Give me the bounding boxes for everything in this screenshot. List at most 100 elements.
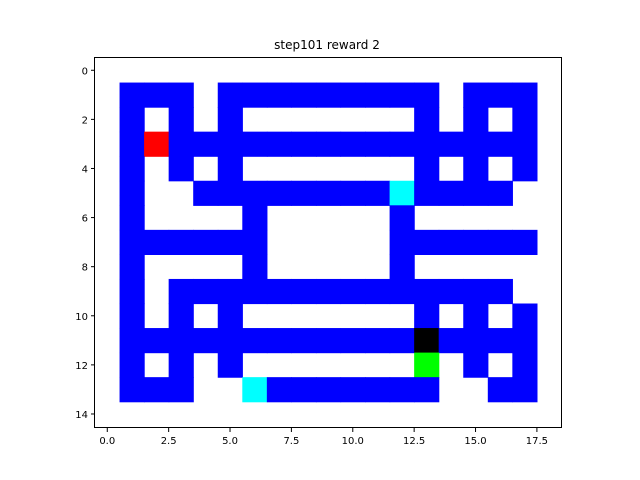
wall-cell bbox=[217, 131, 243, 157]
wall-cell bbox=[389, 328, 415, 354]
wall-cell bbox=[119, 205, 145, 231]
wall-cell bbox=[463, 82, 489, 108]
wall-cell bbox=[266, 131, 292, 157]
wall-cell bbox=[463, 131, 489, 157]
wall-cell bbox=[340, 377, 366, 403]
wall-cell bbox=[463, 180, 489, 206]
x-tick-label: 0.0 bbox=[99, 436, 115, 447]
wall-cell bbox=[414, 180, 440, 206]
wall-cell bbox=[168, 156, 194, 182]
wall-cell bbox=[193, 131, 219, 157]
wall-cell bbox=[512, 303, 538, 329]
wall-cell bbox=[315, 377, 342, 403]
wall-cell bbox=[291, 377, 317, 403]
wall-cell bbox=[512, 107, 538, 133]
wall-cell bbox=[168, 377, 194, 403]
wall-cell bbox=[168, 278, 194, 305]
wall-cell bbox=[242, 229, 268, 255]
y-axis: 0 2 4 6 8 10 12 14 bbox=[75, 66, 95, 421]
y-tick-label: 2 bbox=[82, 115, 88, 126]
wall-cell bbox=[144, 377, 170, 403]
wall-cell bbox=[217, 328, 243, 354]
wall-cell bbox=[512, 328, 538, 354]
wall-cell bbox=[217, 229, 243, 255]
wall-cell bbox=[389, 205, 415, 231]
wall-cell bbox=[463, 229, 489, 255]
wall-cell bbox=[414, 131, 440, 157]
x-tick-label: 2.5 bbox=[161, 436, 177, 447]
wall-cell bbox=[414, 107, 440, 133]
wall-cell bbox=[487, 131, 513, 157]
y-tick-label: 4 bbox=[82, 164, 88, 175]
wall-cell bbox=[144, 328, 170, 354]
wall-cell bbox=[487, 278, 513, 305]
wall-cell bbox=[242, 254, 268, 280]
wall-cell bbox=[414, 278, 440, 305]
x-axis: 0.0 2.5 5.0 7.5 10.0 12.5 15.0 17.5 bbox=[99, 428, 548, 447]
wall-cell bbox=[414, 229, 440, 255]
wall-cell bbox=[119, 82, 145, 108]
y-tick-label: 10 bbox=[75, 312, 88, 323]
wall-cell bbox=[168, 107, 194, 133]
y-tick-label: 14 bbox=[75, 410, 88, 421]
wall-cell bbox=[487, 229, 513, 255]
wall-cell bbox=[144, 82, 170, 108]
wall-cell bbox=[389, 377, 415, 403]
wall-cell bbox=[193, 180, 219, 206]
x-tick-label: 7.5 bbox=[283, 436, 299, 447]
wall-cell bbox=[512, 229, 538, 255]
wall-cell bbox=[193, 328, 219, 354]
red-cell bbox=[144, 131, 170, 157]
wall-cell bbox=[193, 229, 219, 255]
wall-cell bbox=[512, 82, 538, 108]
wall-cell bbox=[438, 180, 464, 206]
cyan-cell bbox=[389, 180, 415, 206]
wall-cell bbox=[217, 107, 243, 133]
wall-cell bbox=[291, 82, 317, 108]
wall-cell bbox=[512, 352, 538, 378]
wall-cell bbox=[242, 180, 268, 206]
wall-cell bbox=[365, 180, 391, 206]
x-tick-label: 15.0 bbox=[464, 436, 486, 447]
wall-cell bbox=[119, 107, 145, 133]
wall-cell bbox=[438, 328, 464, 354]
wall-cell bbox=[119, 377, 145, 403]
wall-cell bbox=[463, 156, 489, 182]
wall-cell bbox=[340, 278, 366, 305]
wall-cell bbox=[119, 180, 145, 206]
wall-cell bbox=[242, 82, 268, 108]
wall-cell bbox=[266, 328, 292, 354]
wall-cell bbox=[217, 156, 243, 182]
wall-cell bbox=[389, 131, 415, 157]
wall-cell bbox=[463, 328, 489, 354]
wall-cell bbox=[217, 278, 243, 305]
wall-cell bbox=[217, 352, 243, 378]
wall-cell bbox=[266, 82, 292, 108]
wall-cell bbox=[119, 254, 145, 280]
wall-cell bbox=[438, 131, 464, 157]
x-tick-label: 12.5 bbox=[403, 436, 425, 447]
wall-cell bbox=[266, 278, 292, 305]
wall-cell bbox=[487, 377, 513, 403]
agent-cell bbox=[414, 328, 440, 354]
wall-cell bbox=[315, 131, 342, 157]
y-tick-label: 6 bbox=[82, 214, 88, 225]
wall-cell bbox=[315, 278, 342, 305]
wall-cell bbox=[389, 254, 415, 280]
wall-cell bbox=[119, 352, 145, 378]
wall-cell bbox=[266, 377, 292, 403]
wall-cell bbox=[242, 278, 268, 305]
wall-cell bbox=[242, 328, 268, 354]
wall-cell bbox=[365, 328, 391, 354]
wall-cell bbox=[291, 278, 317, 305]
wall-cell bbox=[217, 82, 243, 108]
wall-cell bbox=[487, 328, 513, 354]
plot-title: step101 reward 2 bbox=[274, 38, 380, 52]
y-tick-label: 0 bbox=[82, 66, 88, 77]
wall-cell bbox=[389, 278, 415, 305]
wall-cell bbox=[119, 229, 145, 255]
wall-cell bbox=[463, 352, 489, 378]
wall-cell bbox=[365, 377, 391, 403]
y-tick-label: 12 bbox=[75, 361, 88, 372]
